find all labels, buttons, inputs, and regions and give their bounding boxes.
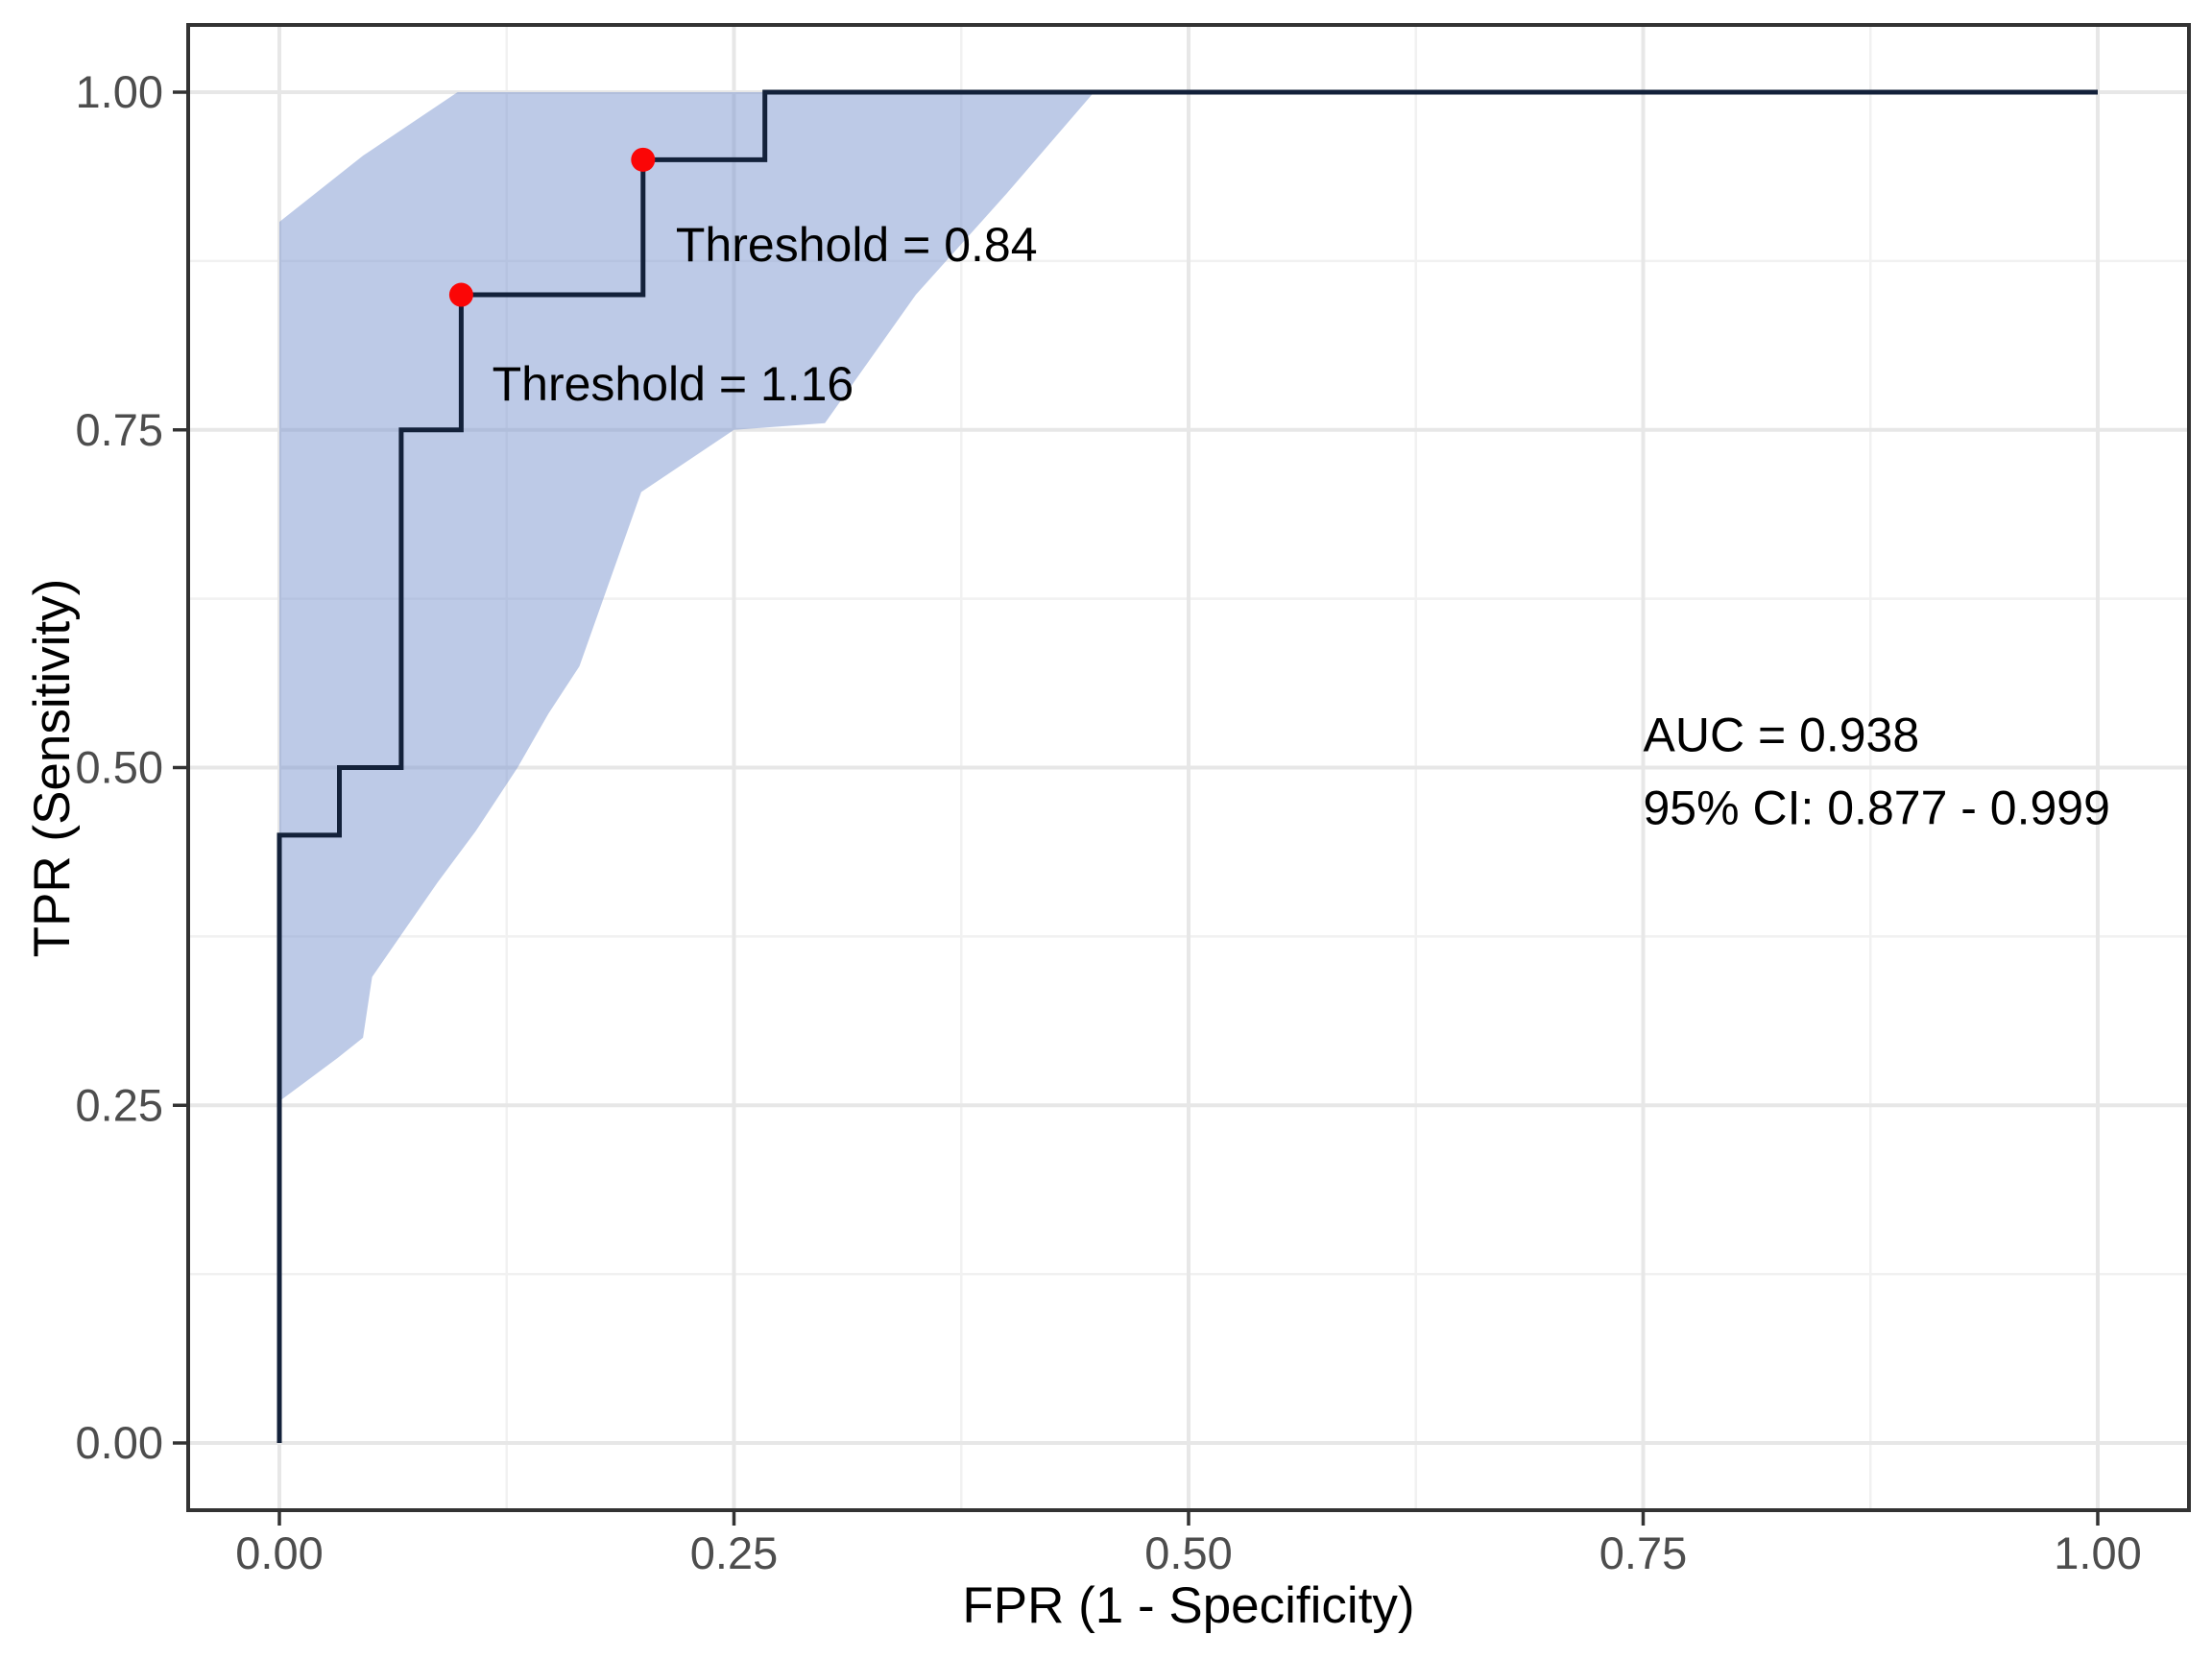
x-axis-title: FPR (1 - Specificity) — [962, 1577, 1414, 1634]
annotations: Threshold = 0.84 Threshold = 1.16 AUC = 0.… — [493, 218, 2110, 835]
axis-ticks — [173, 90, 2100, 1526]
annotation-text: Threshold = 1.16 — [493, 357, 854, 411]
y-axis-title: TPR (Sensitivity) — [24, 579, 81, 958]
y-tick-label: 0.50 — [76, 742, 163, 793]
threshold-point-marker — [631, 147, 656, 172]
annotation-text: Threshold = 0.84 — [676, 218, 1038, 272]
y-tick-label: 1.00 — [76, 66, 163, 117]
y-tick-label: 0.25 — [76, 1079, 163, 1130]
threshold-point-marker — [448, 282, 473, 307]
y-tick-label: 0.00 — [76, 1417, 163, 1468]
x-tick-label: 0.75 — [1599, 1527, 1687, 1578]
annotation-text: AUC = 0.938 — [1644, 709, 1920, 762]
threshold-points — [448, 147, 656, 307]
x-tick-label: 1.00 — [2054, 1527, 2141, 1578]
confidence-ribbon — [279, 92, 1094, 1102]
y-tick-label: 0.75 — [76, 404, 163, 455]
axis-tick-labels: 0.00 0.25 0.50 0.75 1.00 0.00 0.25 0.50 0.75 1.00 — [76, 66, 2142, 1578]
x-tick-label: 0.25 — [690, 1527, 778, 1578]
x-tick-label: 0.00 — [235, 1527, 323, 1578]
roc-curve-line — [276, 89, 2098, 1443]
x-tick-label: 0.50 — [1144, 1527, 1232, 1578]
annotation-text: 95% CI: 0.877 - 0.999 — [1644, 781, 2110, 835]
